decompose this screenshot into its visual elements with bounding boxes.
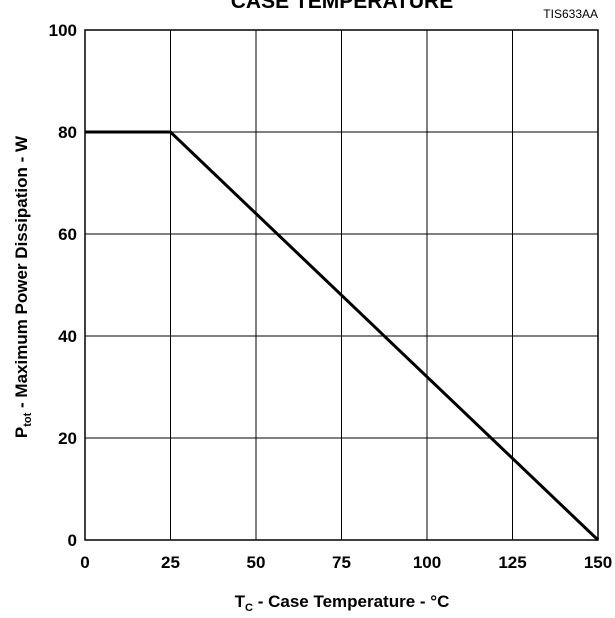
figure-code: TIS633AA xyxy=(543,7,598,21)
x-axis-title-subscript: C xyxy=(245,602,253,614)
y-axis-title-main: P xyxy=(12,427,31,438)
x-tick-label: 150 xyxy=(584,553,612,572)
y-tick-label: 20 xyxy=(58,429,77,448)
y-axis-title-rest: - Maximum Power Dissipation - W xyxy=(12,135,31,413)
x-tick-label: 75 xyxy=(332,553,351,572)
x-tick-labels: 0 25 50 75 100 125 150 xyxy=(80,553,612,572)
x-axis-title: TC - Case Temperature - °C xyxy=(235,592,450,614)
x-tick-label: 25 xyxy=(161,553,180,572)
chart-title: CASE TEMPERATURE xyxy=(231,0,453,13)
x-axis-title-main: T xyxy=(235,592,246,611)
grid-lines xyxy=(84,29,599,541)
x-tick-label: 100 xyxy=(413,553,441,572)
x-axis-title-rest: - Case Temperature - °C xyxy=(253,592,449,611)
series-line xyxy=(85,130,600,542)
y-tick-label: 40 xyxy=(58,327,77,346)
plot-frame xyxy=(84,29,599,541)
x-tick-label: 50 xyxy=(247,553,266,572)
y-tick-label: 60 xyxy=(58,225,77,244)
y-tick-label: 80 xyxy=(58,123,77,142)
x-tick-label: 0 xyxy=(80,553,89,572)
x-tick-label: 125 xyxy=(498,553,526,572)
y-axis-title-subscript: tot xyxy=(22,412,34,426)
y-tick-labels: 0 20 40 60 80 100 xyxy=(49,21,77,550)
y-tick-label: 0 xyxy=(68,531,77,550)
y-axis-title: Ptot - Maximum Power Dissipation - W xyxy=(12,135,34,438)
y-tick-label: 100 xyxy=(49,21,77,40)
